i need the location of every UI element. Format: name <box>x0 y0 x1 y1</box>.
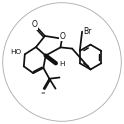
Text: Br: Br <box>83 27 92 35</box>
Text: HO: HO <box>11 49 22 55</box>
Text: O: O <box>31 20 37 29</box>
Text: O: O <box>60 32 66 41</box>
Text: =: = <box>41 91 45 96</box>
Circle shape <box>3 3 121 121</box>
Text: H: H <box>59 61 64 67</box>
